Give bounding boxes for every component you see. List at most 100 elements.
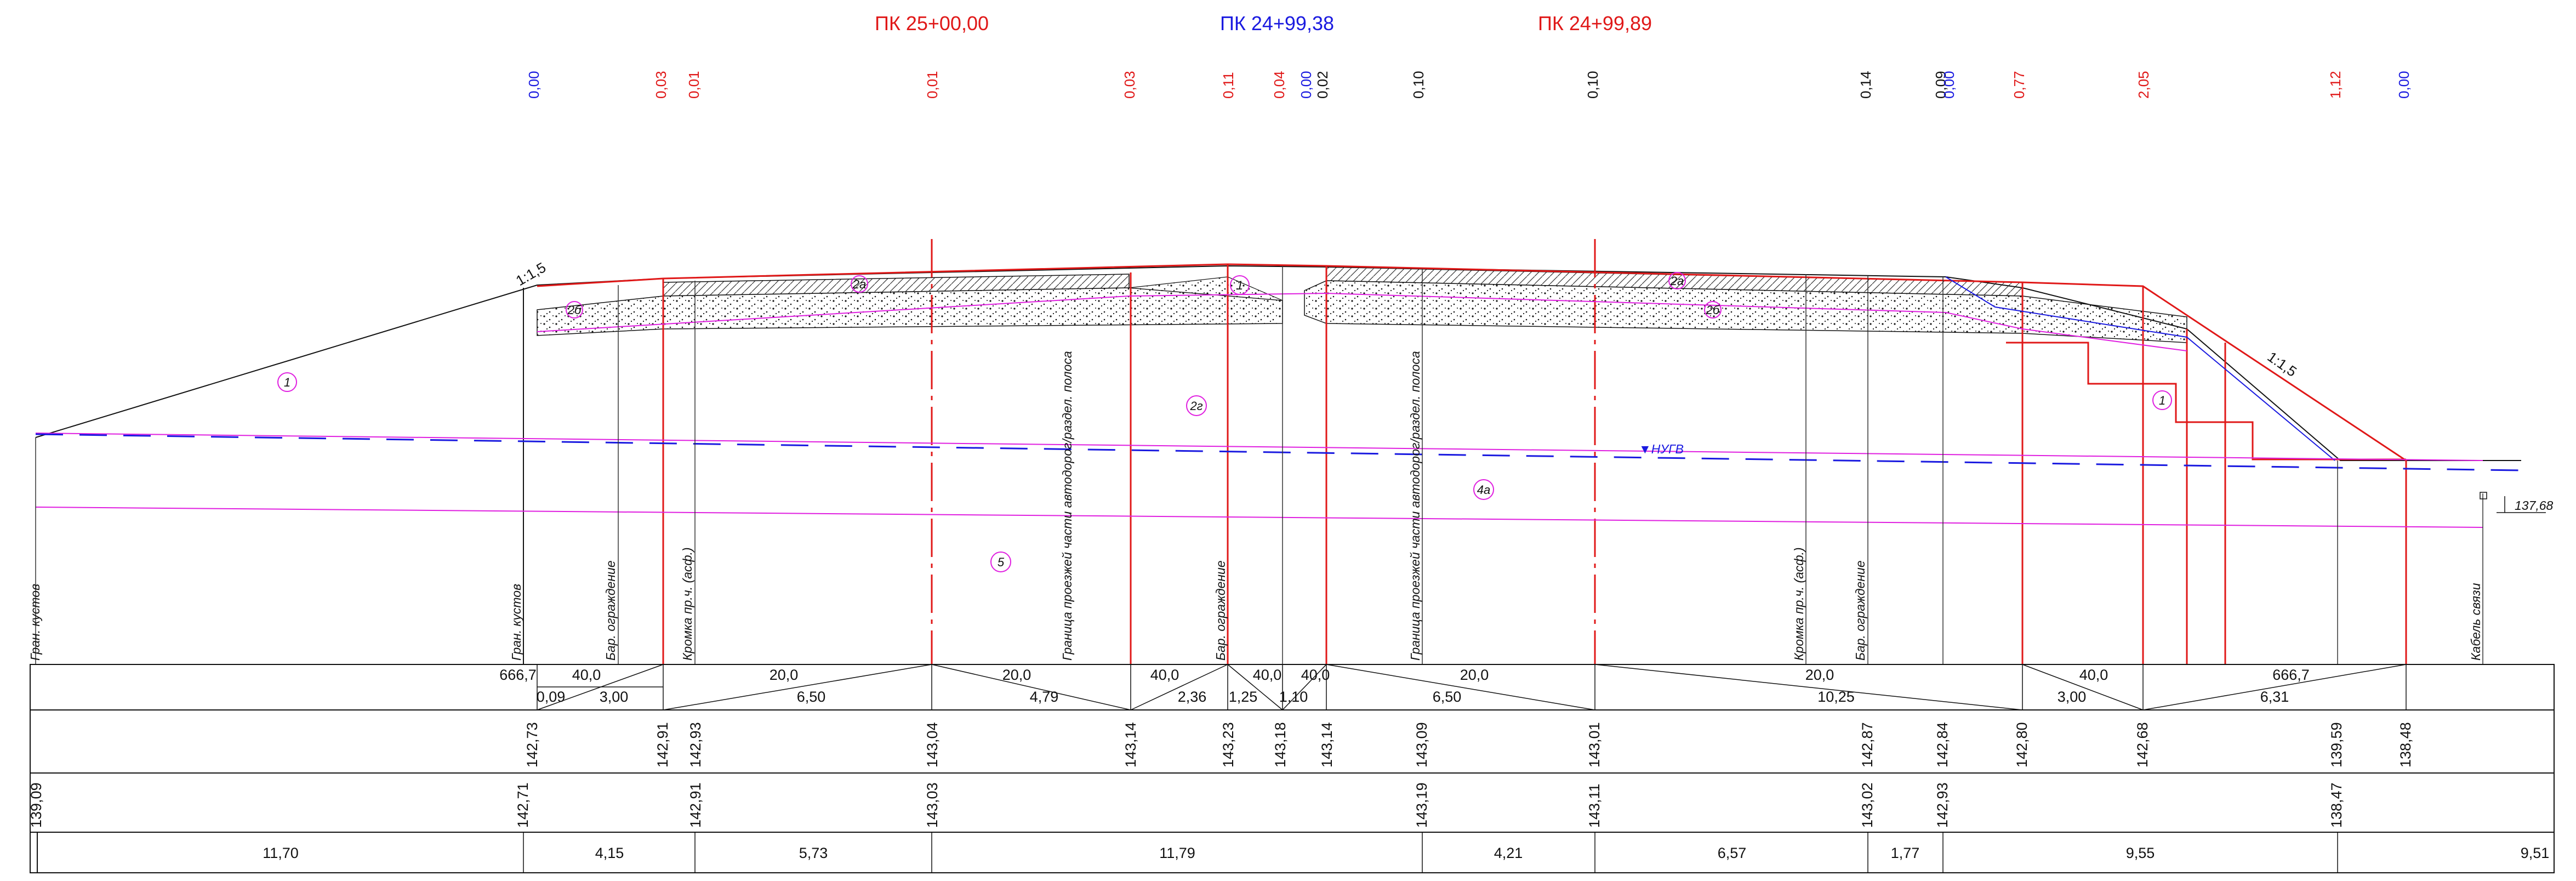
design-elevation: 143,01 (1586, 722, 1603, 768)
distance-value: 6,57 (1718, 845, 1747, 861)
top-value: 0,10 (1585, 71, 1601, 99)
distance-value: 1,77 (1891, 845, 1920, 861)
design-elevation: 142,93 (687, 722, 704, 768)
row4-values: 11,70 4,15 5,73 11,79 4,21 6,57 1,77 9,5… (263, 845, 2549, 861)
top-value: 0,10 (1410, 71, 1427, 99)
vertical-label: Бар. ограждение (1213, 560, 1228, 661)
vertical-label: Кабель связи (2469, 583, 2483, 661)
distance-value: 9,55 (2126, 845, 2155, 861)
row1-value: 40,0 (1253, 667, 1282, 683)
ground-elevation: 138,47 (2328, 782, 2345, 828)
row4-grid (523, 832, 2338, 873)
design-elevation: 138,48 (2397, 722, 2414, 768)
ground-elevation: 139,09 (28, 782, 44, 828)
distance-value: 4,21 (1494, 845, 1523, 861)
row2-values: 142,73 142,91 142,93 143,04 143,14 143,2… (524, 722, 2414, 768)
vertical-label: Граница проезжей части автодорог/раздел.… (1060, 351, 1074, 661)
ground-elevation: 143,11 (1586, 783, 1603, 828)
top-value: 0,00 (526, 71, 542, 99)
top-value: 0,04 (1271, 71, 1287, 99)
pk-center-title: ПК 24+99,38 (1220, 12, 1334, 35)
top-value: 1,12 (2327, 71, 2344, 99)
design-elevation: 143,14 (1319, 722, 1335, 768)
design-elevation: 142,84 (1934, 722, 1951, 768)
design-elevation: 143,09 (1414, 722, 1430, 768)
distance-value: 11,79 (1159, 845, 1195, 861)
layer-2a-label: 2а (852, 277, 866, 291)
row1-value: 40,0 (2079, 667, 2108, 683)
pavement-layers (537, 266, 2187, 343)
layer-5-label: 5 (998, 555, 1005, 569)
row1-grid (537, 664, 2407, 711)
row1-value: 666,7 (2272, 667, 2310, 683)
row1-value: 40,0 (572, 667, 601, 683)
ground-mark-value: 137,68 (2515, 498, 2554, 513)
row1-value: 1,25 (1229, 689, 1258, 705)
design-elevation: 142,87 (1859, 722, 1876, 768)
top-value: 0,00 (1941, 71, 1957, 99)
slope-right-label: 1:1,5 (2265, 348, 2300, 380)
ground-elevation: 142,71 (515, 782, 531, 828)
ground-elevation: 142,93 (1934, 782, 1951, 828)
data-table (30, 664, 2555, 873)
vertical-label: Гран. кустов (509, 584, 523, 661)
row1-value: 2,36 (1178, 689, 1207, 705)
point-verticals (35, 266, 2483, 664)
top-value: 0,01 (686, 71, 702, 99)
vertical-labels: Гран. кустов Гран. кустов Бар. ограждени… (28, 351, 2483, 661)
design-elevation: 142,80 (2014, 722, 2030, 768)
design-elevation: 143,23 (1220, 722, 1236, 768)
layer-2a-label: 2а (1670, 274, 1684, 288)
distance-value: 9,51 (2521, 845, 2550, 861)
row3-values: 139,09 142,71 142,91 143,03 143,19 143,1… (28, 782, 2345, 828)
row1-value: 4,79 (1030, 689, 1059, 705)
vertical-label: Гран. кустов (28, 584, 42, 661)
layer-2g-label: 2г (1189, 399, 1202, 413)
top-value: 0,03 (1121, 71, 1138, 99)
layer-2b-label: 2б (1706, 303, 1720, 317)
layer-1-label: 1 (1236, 278, 1243, 292)
row1-value: 10,25 (1817, 689, 1855, 705)
row1-value: 3,00 (2058, 689, 2087, 705)
ground-elevation: 143,19 (1414, 782, 1430, 828)
vertical-label: Кромка пр.ч. (асф.) (680, 547, 694, 661)
design-elevation: 143,14 (1122, 722, 1139, 768)
row1-value: 3,00 (600, 689, 629, 705)
vertical-label: Бар. ограждение (603, 560, 618, 661)
ground-elevation: 143,02 (1859, 782, 1876, 828)
top-value: 0,14 (1857, 71, 1874, 99)
blue-profile (1945, 276, 2335, 461)
layer-1-label: 1 (2159, 394, 2165, 407)
layer-1-label: 1 (284, 376, 290, 389)
row1-value: 20,0 (1460, 667, 1489, 683)
distance-value: 4,15 (595, 845, 624, 861)
row1-value: 20,0 (1805, 667, 1834, 683)
top-value: 0,00 (2396, 71, 2412, 99)
row1-values: 666,7 40,0 20,0 20,0 40,0 40,0 40,0 20,0… (499, 667, 2310, 705)
row1-value: 1,10 (1279, 689, 1308, 705)
top-value: 0,01 (924, 71, 941, 99)
left-embankment-slope (35, 265, 2521, 461)
row1-value: 6,50 (1433, 689, 1462, 705)
design-elevation: 142,73 (524, 722, 540, 768)
pk-left-title: ПК 25+00,00 (875, 12, 989, 35)
row1-value: 40,0 (1301, 667, 1330, 683)
design-profile (537, 239, 2407, 664)
top-value: 0,11 (1220, 72, 1236, 99)
layer-markers (277, 272, 2172, 572)
vertical-label: Бар. ограждение (1853, 560, 1867, 661)
vertical-label: Кромка пр.ч. (асф.) (1792, 547, 1806, 661)
design-elevation: 143,04 (924, 722, 941, 768)
row1-value: 20,0 (1002, 667, 1031, 683)
row1-value: 20,0 (770, 667, 799, 683)
groundwater-line (35, 433, 2522, 471)
right-bench (2006, 342, 2406, 461)
top-value: 0,03 (653, 71, 669, 99)
top-value: 0,00 (1298, 71, 1314, 99)
ground-mark: 137,68 (2480, 492, 2554, 513)
row1-value: 666,7 (499, 667, 537, 683)
design-elevation: 139,59 (2328, 722, 2345, 768)
design-elevation: 142,68 (2134, 722, 2151, 768)
row1-value: 6,50 (797, 689, 826, 705)
